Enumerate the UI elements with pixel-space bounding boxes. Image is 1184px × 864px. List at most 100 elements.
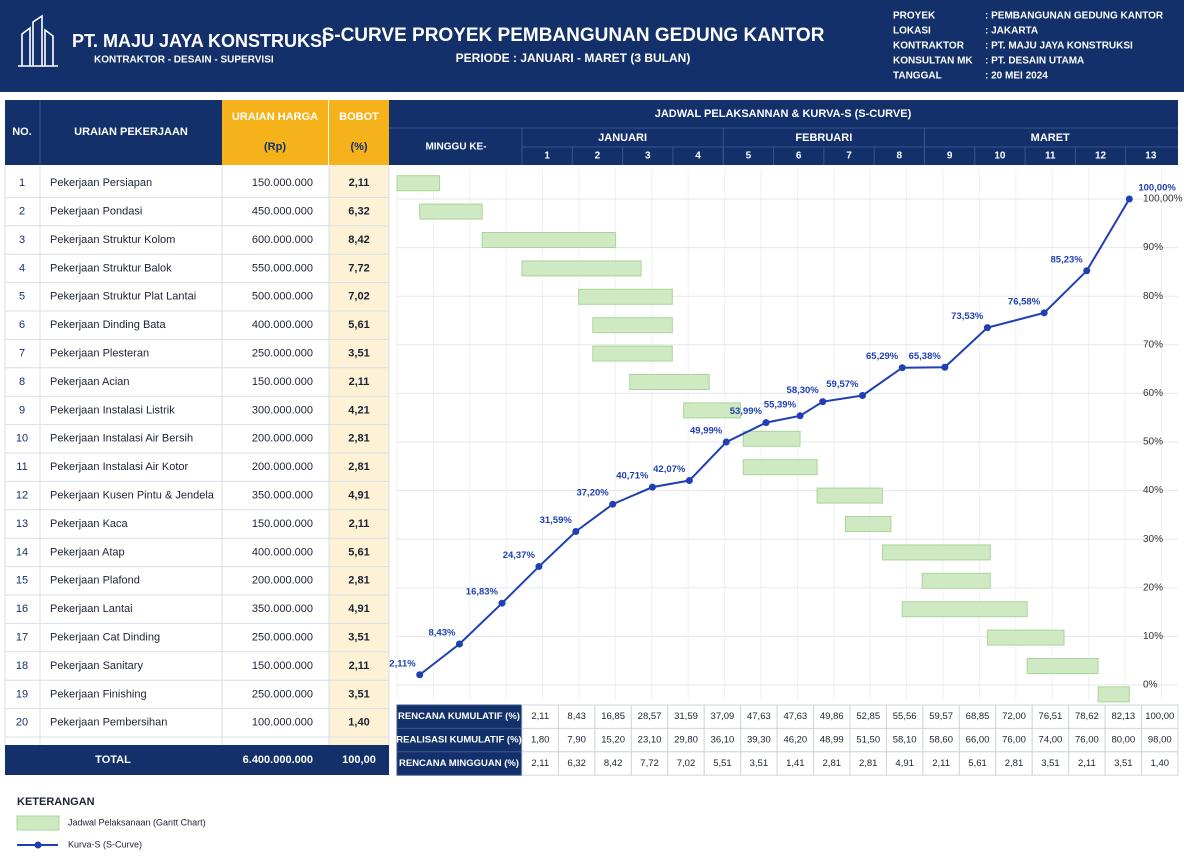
week-label: 5: [746, 151, 752, 162]
info-label: TANGGAL: [893, 71, 942, 82]
row-weight: 5,61: [348, 319, 369, 331]
data-label: 8,43%: [429, 628, 456, 639]
summary-value: 8,42: [604, 758, 623, 769]
summary-value: 47,63: [783, 711, 807, 722]
row-price: 300.000.000: [252, 404, 313, 416]
row-no: 4: [19, 262, 25, 274]
summary-label: REALISASI KUMULATIF (%): [396, 735, 521, 746]
point: [859, 391, 867, 399]
weight-header: [329, 100, 389, 165]
summary-value: 6,32: [567, 758, 586, 769]
summary-value: 98,00: [1148, 735, 1172, 746]
row-weight: 2,81: [348, 575, 369, 587]
summary-value: 28,57: [638, 711, 662, 722]
summary-value: 58,10: [893, 735, 917, 746]
summary-value: 78,62: [1075, 711, 1099, 722]
header-weight-unit: (%): [350, 141, 367, 153]
summary-value: 1,41: [786, 758, 805, 769]
header-price-unit: (Rp): [264, 141, 286, 153]
row-name: Pekerjaan Struktur Balok: [50, 262, 172, 274]
gantt-bar: [921, 572, 991, 589]
y-tick-label: 80%: [1143, 291, 1163, 302]
week-label: 9: [947, 151, 953, 162]
info-label: PROYEK: [893, 11, 936, 22]
row-no: 20: [16, 717, 28, 729]
row-name: Pekerjaan Instalasi Air Kotor: [50, 461, 189, 473]
row-weight: 1,40: [348, 717, 369, 729]
point: [498, 599, 506, 607]
summary-label: RENCANA KUMULATIF (%): [398, 711, 520, 722]
week-label: 4: [695, 151, 701, 162]
summary-value: 49,86: [820, 711, 844, 722]
row-no: 9: [19, 404, 25, 416]
gantt-bar: [592, 345, 673, 362]
summary-value: 29,80: [674, 735, 698, 746]
gantt-bar: [881, 544, 991, 561]
data-label: 42,07%: [653, 464, 686, 475]
legend-title: KETERANGAN: [17, 796, 95, 808]
summary-value: 8,43: [567, 711, 586, 722]
point: [685, 477, 693, 485]
y-tick-label: 100,00%: [1143, 194, 1183, 205]
row-no: 8: [19, 376, 25, 388]
gantt-bar: [844, 516, 892, 532]
summary-value: 58,60: [929, 735, 953, 746]
summary-value: 51,50: [856, 735, 880, 746]
point: [796, 412, 804, 420]
summary-value: 3,51: [750, 758, 769, 769]
data-label: 53,99%: [730, 406, 763, 417]
company-name: PT. MAJU JAYA KONSTRUKSI: [72, 31, 327, 51]
row-weight: 5,61: [348, 546, 369, 558]
row-weight: 7,02: [348, 291, 369, 303]
data-label: 59,57%: [826, 379, 859, 390]
row-price: 200.000.000: [252, 433, 313, 445]
row-name: Pekerjaan Instalasi Listrik: [50, 404, 175, 416]
row-price: 350.000.000: [252, 603, 313, 615]
row-no: 7: [19, 348, 25, 360]
point: [941, 363, 949, 371]
data-label: 40,71%: [616, 471, 649, 482]
row-no: 11: [16, 461, 27, 473]
month-label: MARET: [1031, 132, 1070, 144]
row-no: 10: [16, 433, 28, 445]
row-price: 450.000.000: [252, 206, 313, 218]
y-tick-label: 50%: [1143, 437, 1163, 448]
row-name: Pekerjaan Finishing: [50, 688, 147, 700]
y-tick-label: 40%: [1143, 485, 1163, 496]
summary-value: 16,85: [601, 711, 625, 722]
header-weight: BOBOT: [339, 111, 379, 123]
summary-value: 2,11: [932, 758, 950, 769]
month-label: FEBRUARI: [795, 132, 852, 144]
point: [1040, 309, 1048, 317]
row-name: Pekerjaan Atap: [50, 546, 125, 558]
summary-value: 15,20: [601, 735, 625, 746]
total-price: 6.400.000.000: [243, 754, 313, 766]
summary-value: 46,20: [783, 735, 807, 746]
row-weight: 4,91: [348, 490, 369, 502]
gantt-bar: [1097, 686, 1130, 703]
summary-value: 2,81: [1005, 758, 1024, 769]
row-price: 100.000.000: [252, 717, 313, 729]
row-weight: 2,11: [349, 660, 370, 672]
gantt-bar: [1026, 658, 1099, 674]
row-weight: 2,81: [348, 433, 369, 445]
data-label: 2,11%: [389, 658, 416, 669]
row-name: Pekerjaan Persiapan: [50, 177, 152, 189]
point: [609, 500, 617, 508]
data-label: 100,00%: [1138, 183, 1176, 194]
row-no: 16: [16, 603, 28, 615]
schedule-header: [389, 100, 1178, 165]
summary-value: 76,51: [1039, 711, 1063, 722]
row-name: Pekerjaan Cat Dinding: [50, 632, 160, 644]
point: [722, 438, 730, 446]
row-weight: 4,21: [348, 404, 369, 416]
row-weight: 2,11: [349, 518, 370, 530]
row-name: Pekerjaan Lantai: [50, 603, 133, 615]
row-price: 500.000.000: [252, 291, 313, 303]
row-name: Pekerjaan Plafond: [50, 575, 140, 587]
total-row: [5, 745, 389, 775]
y-tick-label: 30%: [1143, 534, 1163, 545]
row-weight: 3,51: [348, 348, 369, 360]
row-no: 6: [19, 319, 25, 331]
